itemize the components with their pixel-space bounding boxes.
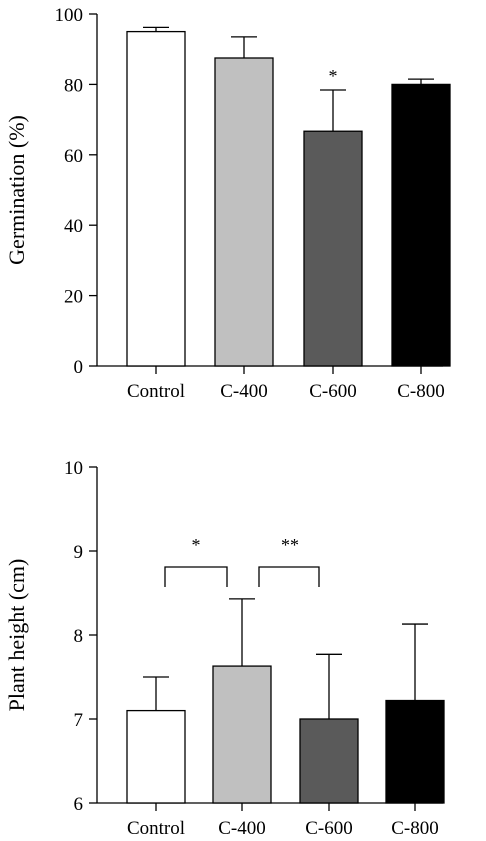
bar-c-800 <box>385 699 445 804</box>
bar-c-600 <box>303 130 363 367</box>
significance-marker: ** <box>281 535 299 555</box>
bar-c-400 <box>214 57 274 367</box>
x-category-label: Control <box>127 818 185 839</box>
plant-height-chart: 6 7 8 9 10 Plant height (cm) Control C-400 C-600… <box>4 458 445 839</box>
x-category-label: C-800 <box>391 818 439 839</box>
x-category-label: C-800 <box>397 381 445 402</box>
y-tick-label: 20 <box>64 287 83 308</box>
bar-control <box>126 709 186 804</box>
y-tick-label: 0 <box>74 357 84 378</box>
x-category-label: C-400 <box>220 381 268 402</box>
y-tick-label: 100 <box>55 5 84 26</box>
bar-c-400 <box>212 665 272 804</box>
y-tick-label: 40 <box>64 216 83 237</box>
bar-control <box>126 30 186 367</box>
bar-c-800 <box>391 83 451 367</box>
comparison-bracket <box>164 566 228 587</box>
bar-c-600 <box>299 718 359 804</box>
y-axis-title: Plant height (cm) <box>4 559 29 712</box>
x-category-label: C-600 <box>305 818 353 839</box>
y-tick-label: 6 <box>74 794 84 815</box>
y-tick-label: 7 <box>74 710 84 731</box>
germination-chart: 0 20 40 60 80 100 Germination (%) Control C-400 C… <box>4 5 451 402</box>
y-tick-label: 8 <box>74 626 84 647</box>
x-category-label: C-600 <box>309 381 357 402</box>
comparison-bracket <box>258 566 320 587</box>
significance-marker: * <box>192 535 201 555</box>
x-category-label: C-400 <box>218 818 266 839</box>
x-category-label: Control <box>127 381 185 402</box>
y-tick-label: 60 <box>64 146 83 167</box>
significance-marker: * <box>329 66 338 86</box>
y-tick-label: 9 <box>74 542 84 563</box>
y-axis-title: Germination (%) <box>4 115 29 265</box>
y-tick-label: 80 <box>64 75 83 96</box>
y-tick-label: 10 <box>64 458 83 479</box>
